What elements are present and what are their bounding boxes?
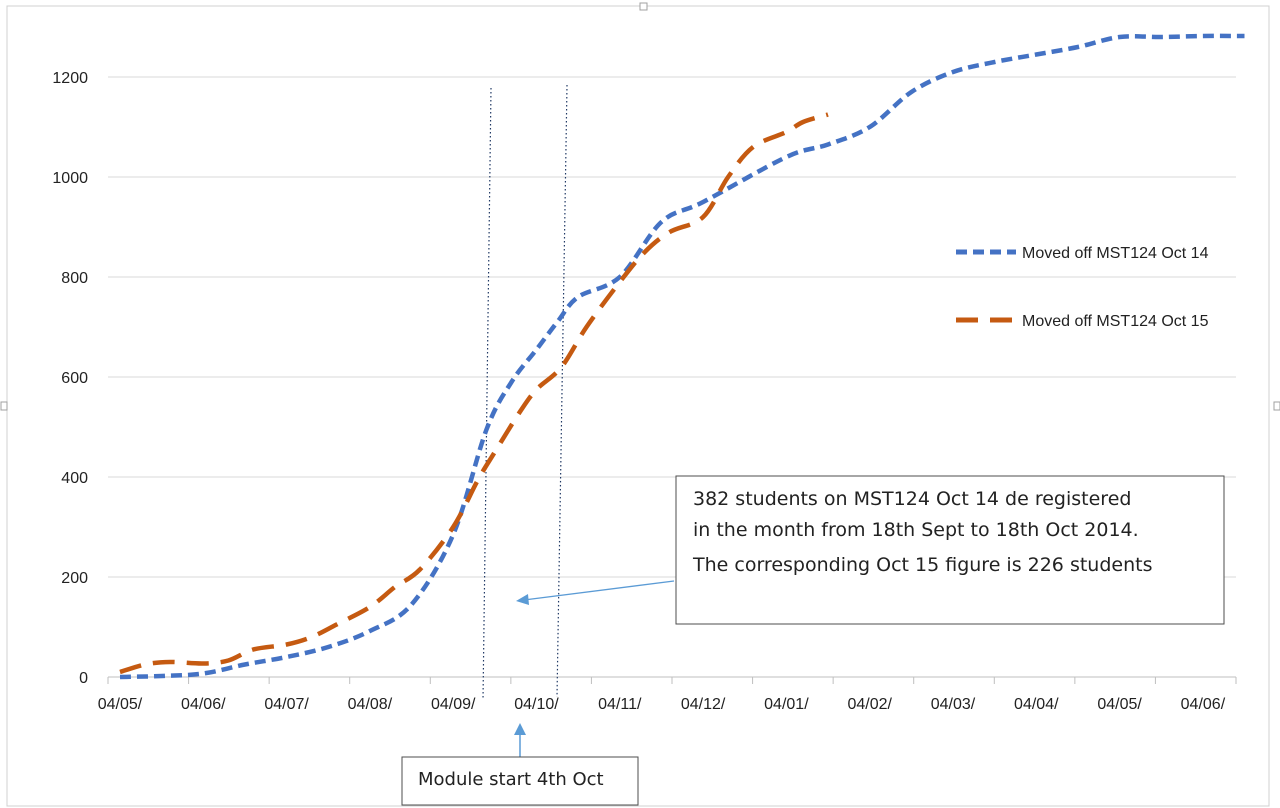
y-tick-label: 400 (61, 470, 88, 487)
y-tick-label: 1200 (52, 70, 88, 87)
y-tick-label: 1000 (52, 170, 88, 187)
callout-arrow-line (523, 580, 675, 601)
y-axis: 0 200 400 600 800 1000 1200 (52, 70, 88, 687)
module-start-label: Module start 4th Oct (418, 769, 604, 790)
x-tick-label: 04/03/ (931, 696, 976, 713)
legend-label-oct15: Moved off MST124 Oct 15 (1022, 313, 1209, 330)
x-tick-label: 04/04/ (1014, 696, 1059, 713)
x-tick-label: 04/10/ (514, 696, 559, 713)
x-tick-label: 04/08/ (348, 696, 393, 713)
series-line-oct15 (119, 112, 829, 675)
x-axis: 04/05/04/06/04/07/04/08/04/09/04/10/04/1… (98, 676, 1237, 713)
x-tick-label: 04/05/ (1097, 696, 1142, 713)
y-tick-label: 800 (61, 270, 88, 287)
x-tick-label: 04/11/ (598, 696, 642, 713)
legend: Moved off MST124 Oct 14 Moved off MST124… (956, 245, 1209, 330)
chart-frame (6, 5, 1270, 807)
callout-arrow-head (516, 594, 529, 605)
x-tick-label: 04/12/ (681, 696, 726, 713)
x-tick-label: 04/07/ (264, 696, 309, 713)
callout-line-1: 382 students on MST124 Oct 14 de registe… (693, 488, 1131, 510)
callout-box (675, 475, 1225, 625)
x-tick-label: 04/01/ (764, 696, 809, 713)
module-start-arrow-head (514, 723, 526, 735)
y-tick-label: 0 (79, 670, 88, 687)
x-tick-label: 04/06/ (1181, 696, 1226, 713)
x-tick-label: 04/09/ (431, 696, 476, 713)
x-tick-label: 04/02/ (847, 696, 892, 713)
frame-handle-top[interactable] (639, 2, 648, 11)
y-tick-label: 600 (61, 370, 88, 387)
callout-annotation: 382 students on MST124 Oct 14 de registe… (516, 475, 1225, 625)
module-start-box (401, 756, 639, 806)
module-start-annotation: Module start 4th Oct (401, 723, 639, 806)
frame-handle-left[interactable] (0, 401, 8, 411)
y-tick-label: 200 (61, 570, 88, 587)
callout-line-2: in the month from 18th Sept to 18th Oct … (693, 519, 1139, 541)
legend-label-oct14: Moved off MST124 Oct 14 (1022, 245, 1209, 262)
frame-handle-right[interactable] (1273, 401, 1280, 411)
x-tick-label: 04/06/ (181, 696, 226, 713)
series-line-oct14 (119, 33, 1245, 680)
marker-line-18-sept (482, 87, 492, 701)
series-layer (119, 33, 1245, 680)
x-tick-label: 04/05/ (98, 696, 143, 713)
callout-line-3: The corresponding Oct 15 figure is 226 s… (692, 554, 1152, 576)
